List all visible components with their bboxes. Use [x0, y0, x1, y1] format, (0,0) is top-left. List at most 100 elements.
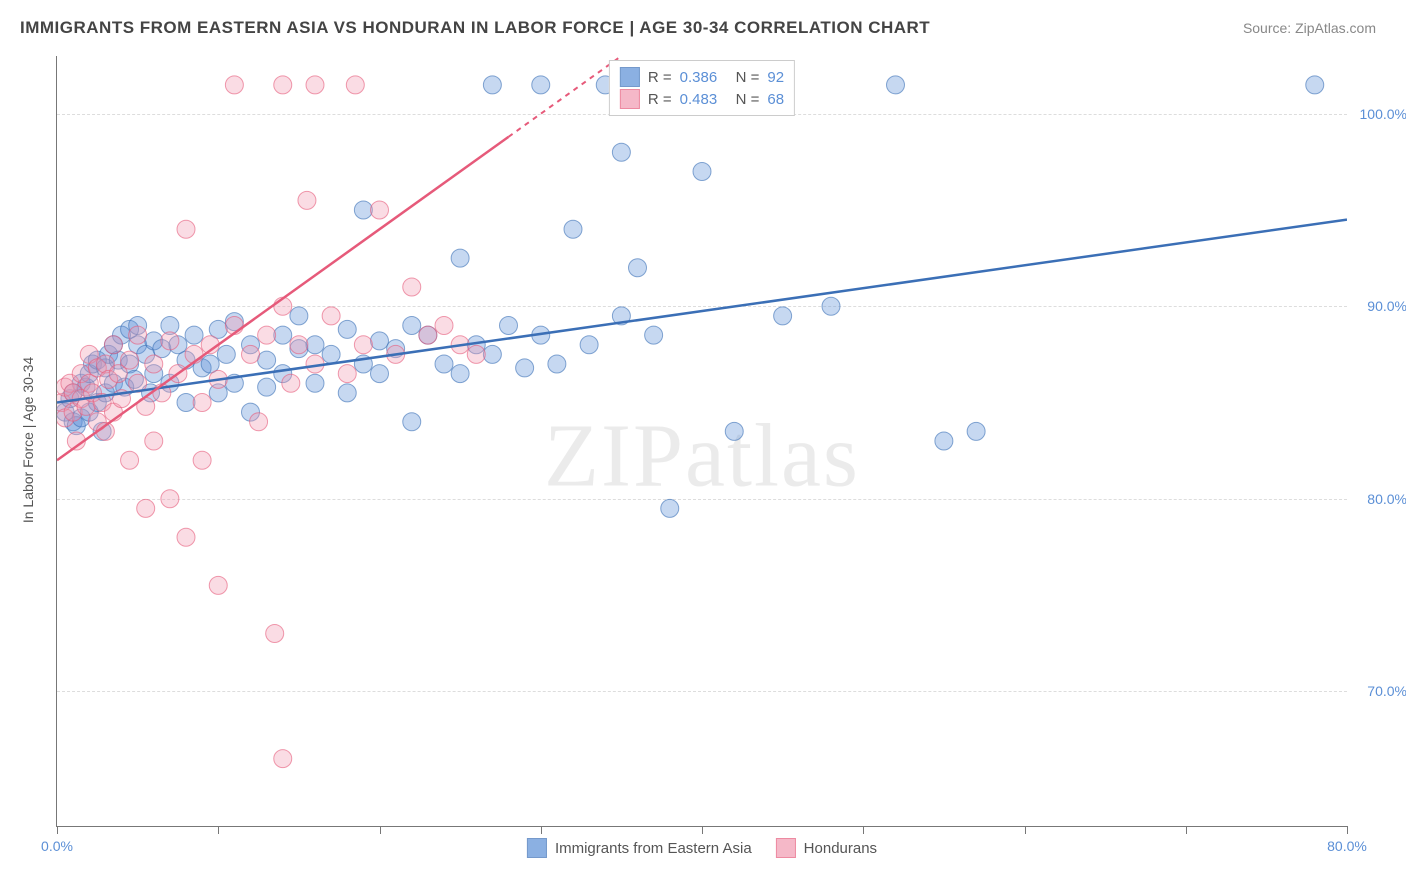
scatter-point [242, 345, 260, 363]
x-tick [1347, 826, 1348, 834]
source-label: Source: ZipAtlas.com [1243, 20, 1376, 36]
x-tick [863, 826, 864, 834]
scatter-point [371, 201, 389, 219]
legend-label-series-a: Immigrants from Eastern Asia [555, 840, 752, 857]
y-tick-label: 70.0% [1352, 683, 1406, 699]
scatter-point [145, 432, 163, 450]
scatter-point [725, 422, 743, 440]
scatter-point [435, 317, 453, 335]
legend-r-label: R = [648, 91, 672, 108]
legend-correlation: R = 0.386 N = 92 R = 0.483 N = 68 [609, 60, 795, 116]
scatter-point [532, 76, 550, 94]
scatter-point [258, 378, 276, 396]
scatter-point [161, 490, 179, 508]
scatter-point [435, 355, 453, 373]
x-tick [702, 826, 703, 834]
scatter-point [661, 499, 679, 517]
scatter-point [322, 345, 340, 363]
swatch-series-b [620, 89, 640, 109]
legend-row-series-b: R = 0.483 N = 68 [620, 89, 784, 109]
swatch-series-a [620, 67, 640, 87]
scatter-point [338, 384, 356, 402]
scatter-point [298, 191, 316, 209]
scatter-point [161, 332, 179, 350]
y-tick-label: 90.0% [1352, 298, 1406, 314]
scatter-point [258, 351, 276, 369]
x-tick [1186, 826, 1187, 834]
scatter-point [322, 307, 340, 325]
x-tick [541, 826, 542, 834]
scatter-point [371, 365, 389, 383]
scatter-point [645, 326, 663, 344]
scatter-point [467, 345, 485, 363]
scatter-point [225, 76, 243, 94]
scatter-point [306, 336, 324, 354]
legend-n-value-a: 92 [767, 69, 784, 86]
legend-label-series-b: Hondurans [804, 840, 877, 857]
scatter-point [516, 359, 534, 377]
scatter-point [145, 355, 163, 373]
scatter-point [193, 394, 211, 412]
scatter-point [177, 394, 195, 412]
scatter-point [548, 355, 566, 373]
scatter-point [935, 432, 953, 450]
scatter-point [354, 201, 372, 219]
legend-row-series-a: R = 0.386 N = 92 [620, 67, 784, 87]
scatter-point [282, 374, 300, 392]
scatter-point [774, 307, 792, 325]
scatter-point [177, 220, 195, 238]
x-tick-label: 80.0% [1327, 838, 1367, 854]
legend-bottom: Immigrants from Eastern Asia Hondurans [527, 838, 877, 858]
scatter-point [403, 278, 421, 296]
swatch-series-b [776, 838, 796, 858]
legend-item-series-a: Immigrants from Eastern Asia [527, 838, 752, 858]
scatter-point [887, 76, 905, 94]
scatter-point [580, 336, 598, 354]
y-axis-label: In Labor Force | Age 30-34 [20, 357, 36, 523]
trend-line [57, 220, 1347, 403]
scatter-point [250, 413, 268, 431]
scatter-point [564, 220, 582, 238]
scatter-point [306, 76, 324, 94]
x-tick [380, 826, 381, 834]
scatter-point [500, 317, 518, 335]
scatter-point [451, 249, 469, 267]
scatter-point [1306, 76, 1324, 94]
scatter-point [258, 326, 276, 344]
scatter-point [403, 413, 421, 431]
scatter-point [177, 528, 195, 546]
scatter-point [129, 326, 147, 344]
scatter-point [193, 451, 211, 469]
legend-r-value-b: 0.483 [680, 91, 728, 108]
legend-item-series-b: Hondurans [776, 838, 877, 858]
scatter-point [371, 332, 389, 350]
swatch-series-a [527, 838, 547, 858]
trend-line-dashed [509, 56, 622, 137]
chart-title: IMMIGRANTS FROM EASTERN ASIA VS HONDURAN… [20, 18, 930, 38]
x-tick [57, 826, 58, 834]
scatter-point [483, 345, 501, 363]
scatter-point [967, 422, 985, 440]
scatter-point [822, 297, 840, 315]
scatter-point [483, 76, 501, 94]
x-tick [218, 826, 219, 834]
scatter-point [209, 576, 227, 594]
trend-line [57, 137, 509, 460]
scatter-point [354, 336, 372, 354]
y-tick-label: 80.0% [1352, 491, 1406, 507]
x-tick [1025, 826, 1026, 834]
scatter-point [185, 326, 203, 344]
legend-n-label: N = [736, 69, 760, 86]
x-tick-label: 0.0% [41, 838, 73, 854]
scatter-point [346, 76, 364, 94]
scatter-point [306, 374, 324, 392]
scatter-point [217, 345, 235, 363]
scatter-point [104, 336, 122, 354]
scatter-point [451, 365, 469, 383]
scatter-point [290, 336, 308, 354]
legend-r-value-a: 0.386 [680, 69, 728, 86]
scatter-point [137, 499, 155, 517]
scatter-point [629, 259, 647, 277]
scatter-point [338, 320, 356, 338]
scatter-point [612, 143, 630, 161]
